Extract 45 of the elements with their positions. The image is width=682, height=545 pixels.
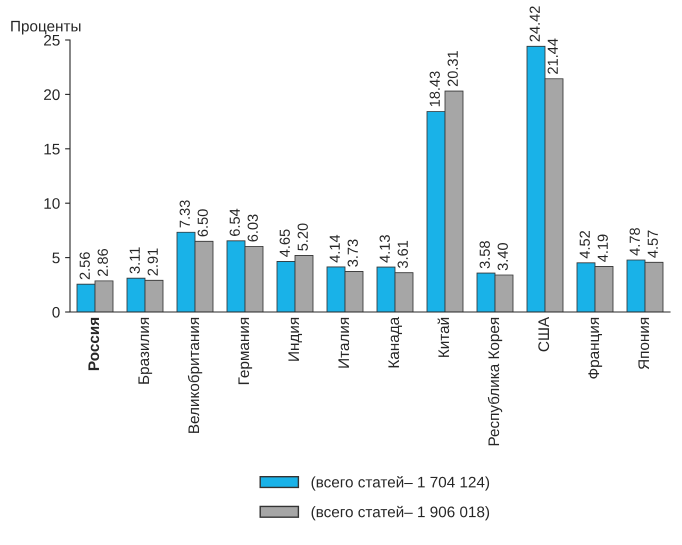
data-label: 6.03 [248,214,258,242]
data-label: 2.91 [148,248,158,276]
legend-label: (всего статей– 1 704 124) [312,476,490,491]
data-label: 3.40 [498,243,508,270]
data-label: 2.86 [98,248,108,276]
data-label: 4.57 [648,230,658,258]
x-tick-label: Франция [588,318,602,379]
x-tick-label: Германия [238,318,252,384]
data-label: 3.11 [130,247,140,274]
data-label: 4.65 [280,229,290,257]
y-tick-label: 25 [44,34,60,46]
data-label: 2.56 [80,252,90,280]
y-tick-label: 20 [44,89,60,100]
x-tick-label: Россия [88,318,100,370]
data-label: 4.52 [580,231,590,258]
data-label: 4.13 [380,235,390,263]
data-label: 6.54 [230,208,240,236]
data-label: 18.43 [430,71,440,106]
x-tick-label: США [538,316,550,352]
x-tick-label: Бразилия [138,318,152,384]
data-label: 3.73 [348,240,358,267]
y-tick-label: 0 [52,306,60,318]
data-label: 7.33 [180,200,190,228]
x-tick-label: Индия [288,318,302,361]
y-tick-label: 10 [44,198,60,209]
x-tick-label: Китай [438,318,450,357]
data-label: 24.42 [530,6,540,42]
data-label: 4.19 [598,234,608,262]
y-tick-label: 15 [44,144,60,154]
x-tick-label: Великобритания [188,318,202,433]
y-tick-label: 5 [52,252,60,264]
data-label: 6.50 [198,209,208,236]
legend-label: (всего статей– 1 906 018) [312,506,490,520]
x-tick-label: Япония [638,318,650,370]
x-tick-label: Канада [388,316,402,368]
data-label: 21.44 [548,38,558,74]
data-label: 5.20 [298,223,308,251]
data-label: 3.58 [480,241,490,268]
x-tick-label: Республика Корея [488,318,502,446]
data-label: 20.31 [448,51,458,86]
x-tick-label: Италия [338,318,350,368]
data-label: 3.61 [398,240,408,268]
y-axis-title: Проценты [11,20,80,35]
data-label: 4.14 [330,234,340,262]
data-label: 4.78 [630,228,640,256]
